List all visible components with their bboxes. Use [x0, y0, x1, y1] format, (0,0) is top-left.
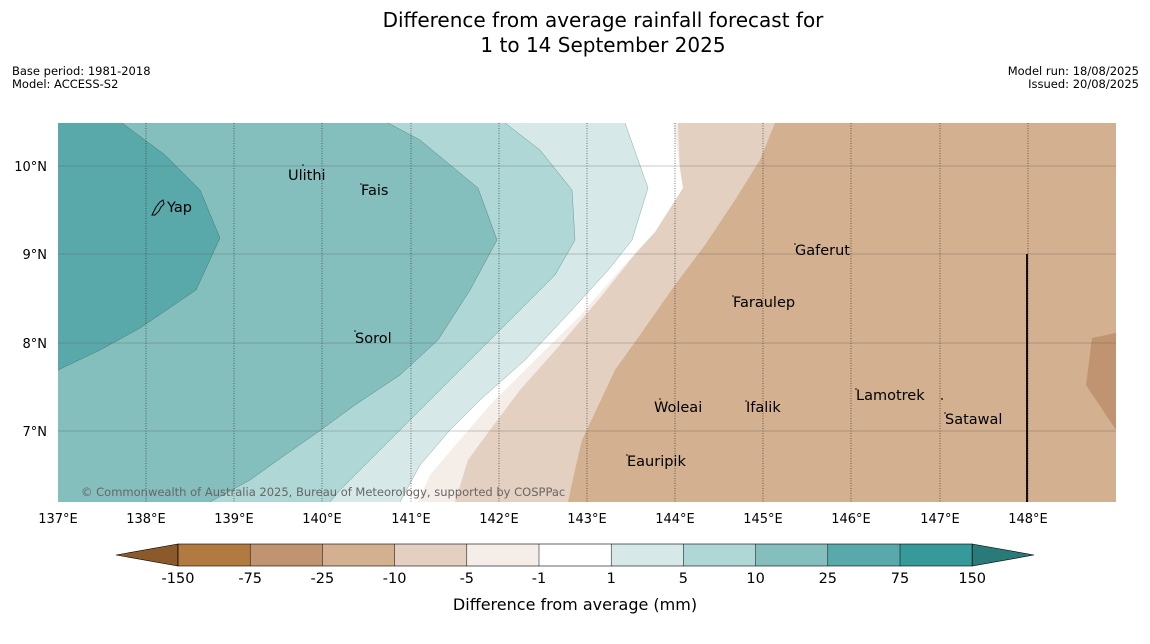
colorbar-tick-label: 150	[958, 571, 986, 587]
base-period: Base period: 1981-2018	[12, 64, 151, 78]
title-line-1: Difference from average rainfall forecas…	[382, 8, 824, 32]
colorbar-tick-label: -5	[460, 571, 474, 587]
place-label: Ifalik	[746, 400, 781, 416]
colorbar-tick-label: -75	[238, 571, 262, 587]
longitude-label: 148°E	[1008, 512, 1048, 527]
colorbar-title: Difference from average (mm)	[453, 595, 697, 614]
longitude-labels: 137°E 138°E 139°E 140°E 141°E 142°E 143°E 144°E…	[38, 512, 1048, 527]
longitude-label: 142°E	[479, 512, 519, 527]
place-marker	[732, 295, 734, 297]
colorbar-tick-label: -25	[311, 571, 335, 587]
colorbar-tick-label: -150	[162, 571, 195, 587]
colorbar-swatch	[539, 544, 612, 566]
colorbar-tick-label: 10	[746, 571, 764, 587]
contour-line	[58, 123, 221, 371]
place-marker	[944, 412, 946, 414]
colorbar-swatch	[250, 544, 323, 566]
longitude-label: 146°E	[831, 512, 871, 527]
colorbar-swatch	[394, 544, 467, 566]
place-label: Woleai	[654, 400, 702, 416]
colorbar: -150 -75 -25 -10 -5 -1 1 5 10 25 75 150	[115, 543, 1035, 587]
model-run: Model run: 18/08/2025	[1007, 64, 1139, 78]
yap-island-shape	[151, 199, 165, 216]
colorbar-swatch	[466, 544, 539, 566]
longitude-label: 147°E	[920, 512, 960, 527]
field-teal-strong	[58, 123, 220, 370]
place-label: Satawal	[945, 412, 1002, 428]
place-marker	[794, 243, 796, 245]
meta-left: Base period: 1981-2018 Model: ACCESS-S2	[12, 65, 151, 91]
colorbar-swatch	[755, 544, 828, 566]
contour-line	[209, 123, 498, 502]
colorbar-tick-label: 25	[819, 571, 837, 587]
contour-line	[329, 123, 576, 502]
place-label: Lamotrek	[856, 388, 925, 404]
longitude-label: 143°E	[567, 512, 607, 527]
issued-date: Issued: 20/08/2025	[1028, 77, 1139, 91]
place-label: Eauripik	[627, 454, 686, 470]
gridlines	[58, 123, 1116, 502]
colorbar-tick-label: 5	[679, 571, 688, 587]
chart-title: Difference from average rainfall forecas…	[0, 8, 1150, 58]
colorbar-swatch	[178, 544, 251, 566]
field-brown-strong	[1086, 333, 1116, 430]
longitude-label: 138°E	[126, 512, 166, 527]
longitude-label: 139°E	[214, 512, 254, 527]
title-line-2: 1 to 14 September 2025	[480, 33, 726, 57]
place-marker	[941, 398, 943, 400]
place-label: Sorol	[355, 331, 392, 347]
colorbar-tick-label: 75	[891, 571, 909, 587]
longitude-label: 140°E	[302, 512, 342, 527]
longitude-label: 144°E	[655, 512, 695, 527]
colorbar-swatch	[827, 544, 900, 566]
colorbar-tick-label: -1	[532, 571, 546, 587]
colorbar-extend-low	[115, 543, 179, 567]
place-label: Fais	[361, 183, 388, 199]
colorbar-tick-label: -10	[383, 571, 407, 587]
contour-fields	[58, 123, 1116, 502]
longitude-label: 141°E	[391, 512, 431, 527]
place-label: Yap	[166, 200, 192, 216]
longitude-label: 145°E	[743, 512, 783, 527]
longitude-label: 137°E	[38, 512, 78, 527]
place-marker	[745, 400, 747, 402]
latitude-labels: 10°N 9°N 8°N 7°N	[14, 160, 47, 440]
latitude-label: 9°N	[23, 248, 48, 263]
place-label: Ulithi	[288, 168, 326, 184]
place-marker	[626, 454, 628, 456]
model-name: Model: ACCESS-S2	[12, 77, 119, 91]
latitude-label: 7°N	[23, 425, 48, 440]
place-label: Faraulep	[733, 295, 795, 311]
place-labels: Ulithi Fais Yap Gaferut Faraulep Sorol Lamotre…	[166, 164, 1002, 470]
colorbar-extend-high	[971, 543, 1035, 567]
colorbar-swatch	[683, 544, 756, 566]
meta-right: Model run: 18/08/2025 Issued: 20/08/2025	[1008, 65, 1139, 91]
copyright-text: © Commonwealth of Australia 2025, Bureau…	[81, 485, 565, 499]
place-marker	[302, 164, 304, 166]
place-label: Gaferut	[795, 243, 850, 259]
place-marker	[855, 388, 857, 390]
place-marker	[360, 183, 362, 185]
place-marker	[354, 330, 356, 332]
place-marker	[659, 398, 661, 400]
latitude-label: 10°N	[14, 160, 47, 175]
latitude-label: 8°N	[23, 337, 48, 352]
contour-line	[399, 123, 649, 502]
colorbar-swatch	[900, 544, 973, 566]
colorbar-tick-label: 1	[607, 571, 616, 587]
colorbar-swatch	[611, 544, 684, 566]
colorbar-swatch	[322, 544, 395, 566]
